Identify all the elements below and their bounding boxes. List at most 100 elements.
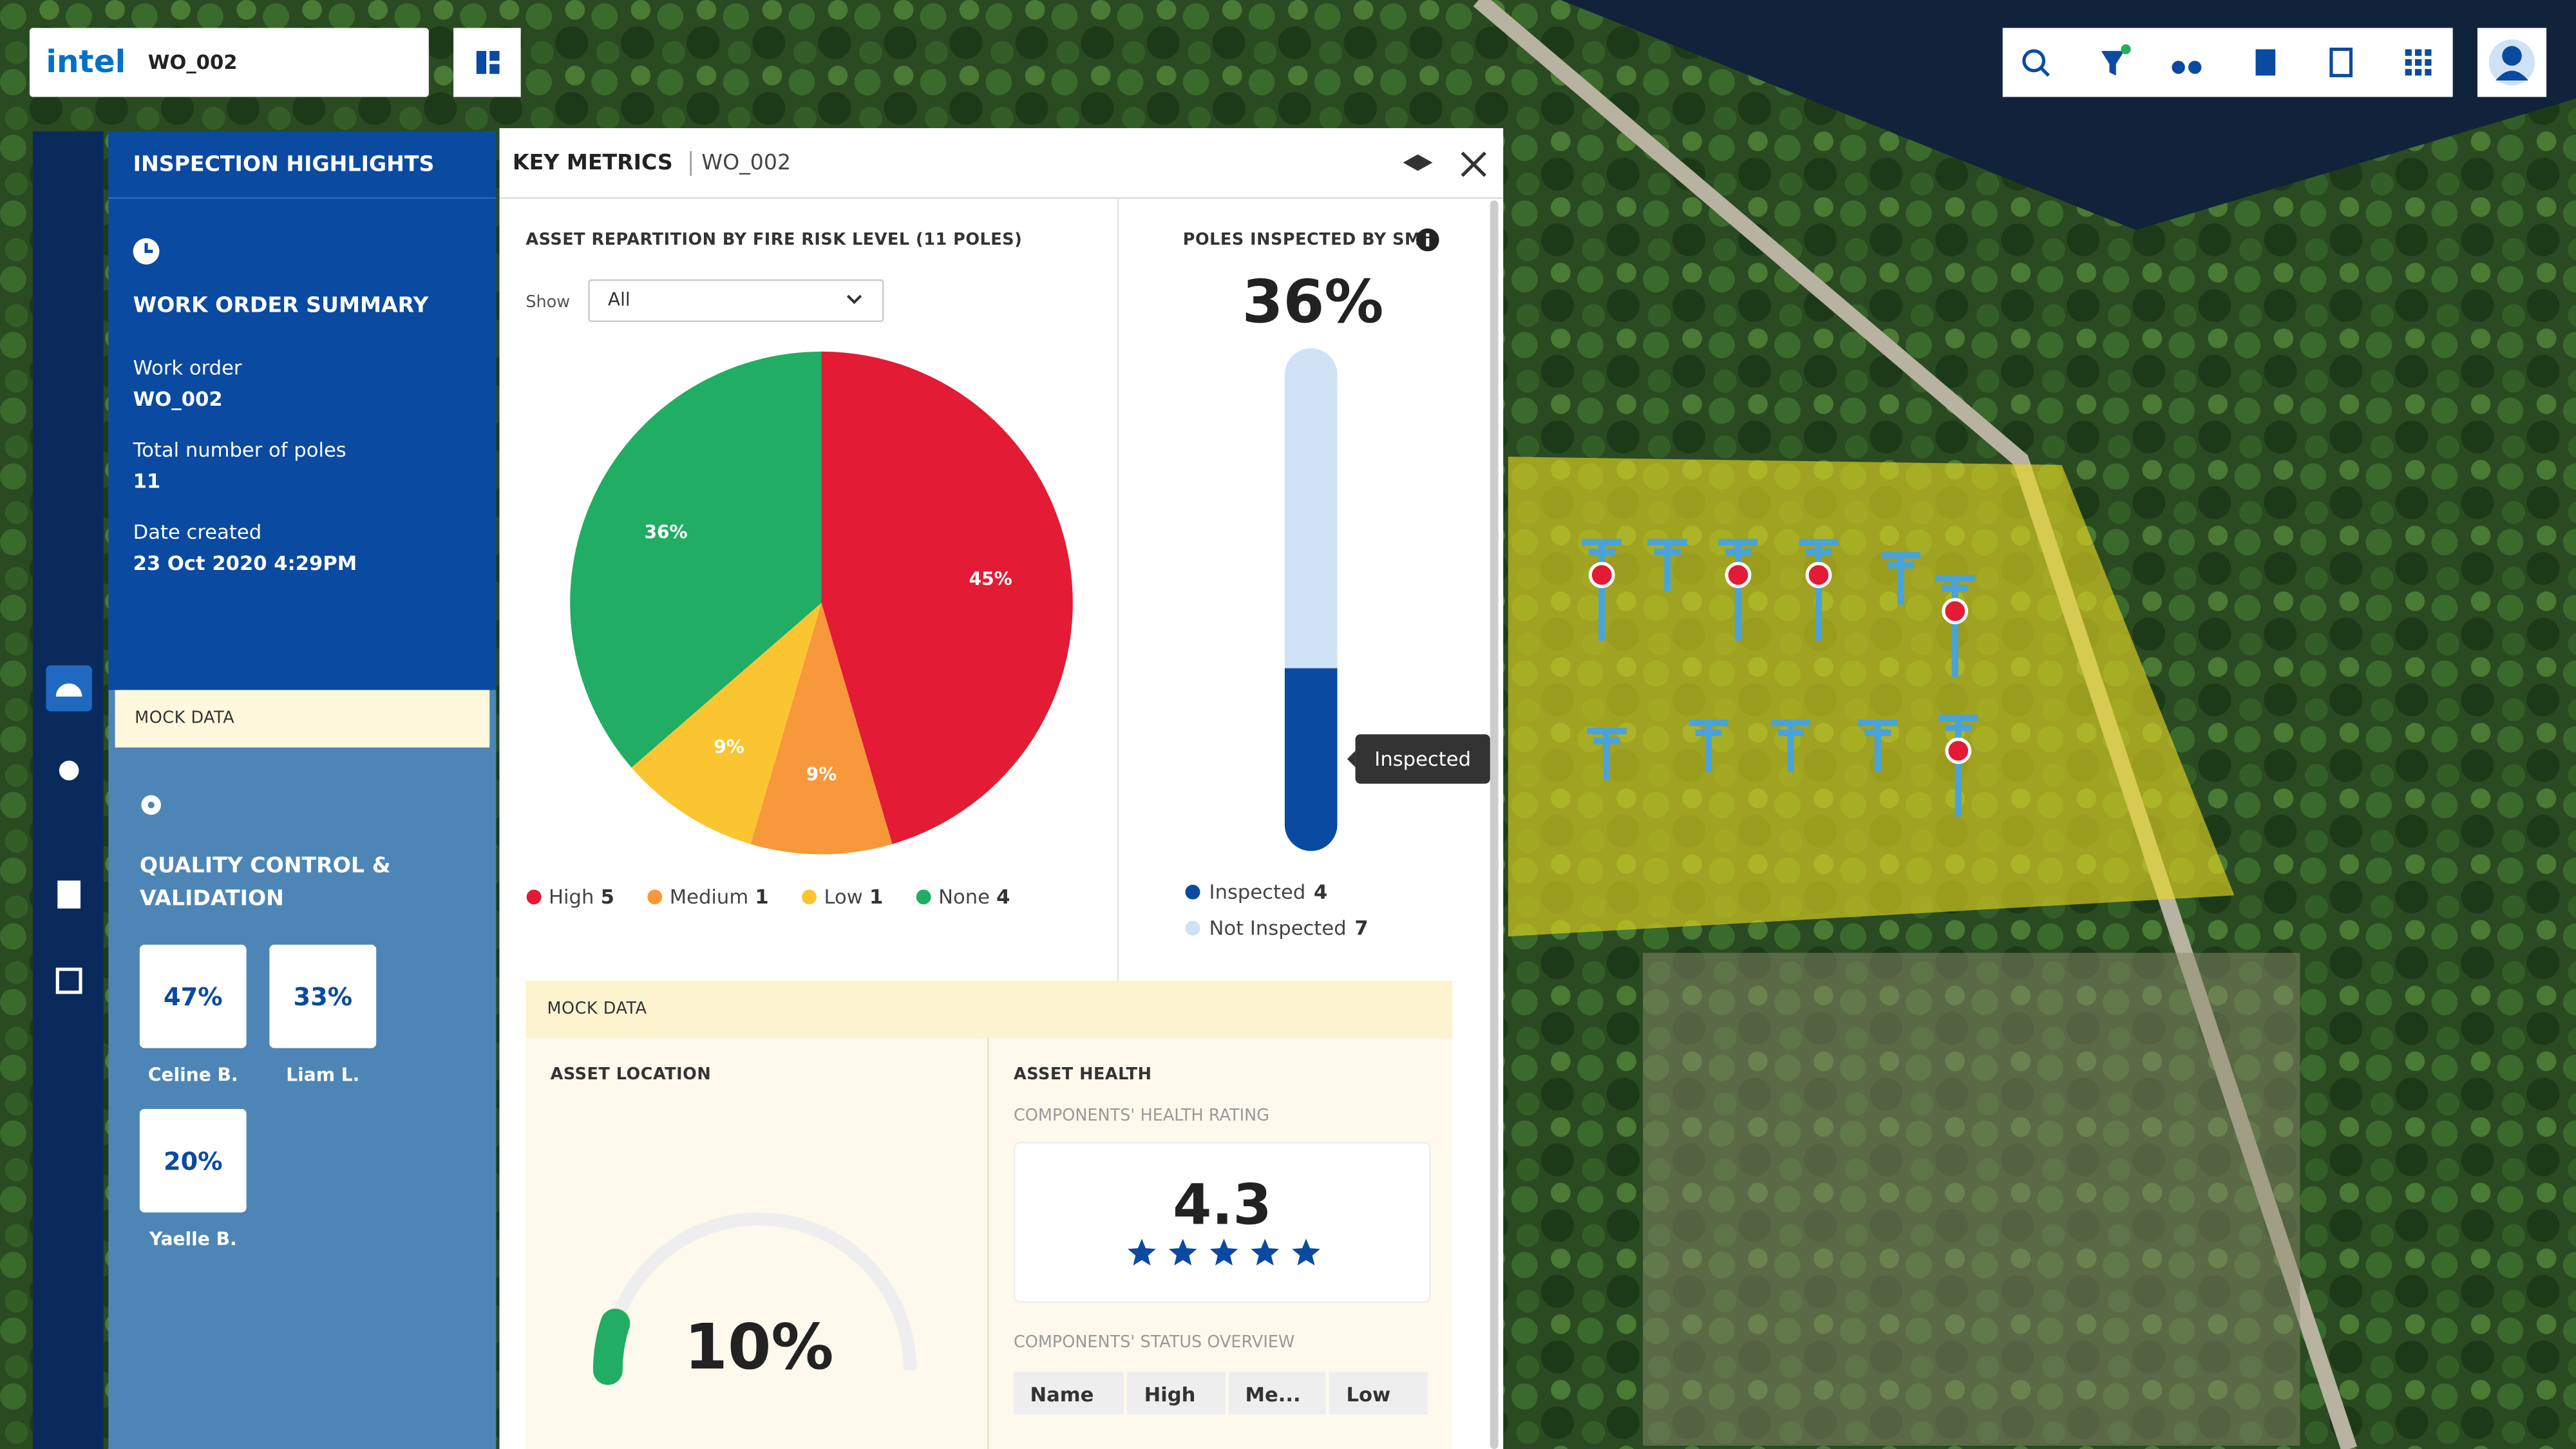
nav-icons[interactable]	[33, 131, 104, 1449]
panel-actions[interactable]	[1399, 148, 1498, 181]
sidebar-header: INSPECTION HIGHLIGHTS	[108, 131, 497, 199]
qc-card: 47%	[139, 944, 247, 1048]
icon	[476, 51, 500, 74]
pole-icon[interactable]	[1647, 538, 1687, 592]
pole-alert	[1725, 562, 1752, 589]
inspection-percent: 36%	[1242, 269, 1384, 337]
toolbar-icons[interactable]	[2003, 28, 2453, 97]
pie-slice[interactable]	[570, 351, 822, 768]
legend-label[interactable]: Low	[824, 886, 863, 909]
pole-icon[interactable]	[1718, 538, 1758, 641]
pole-icon[interactable]	[1858, 719, 1898, 772]
gauge-track	[601, 1212, 917, 1370]
mock-label: MOCK DATA	[135, 710, 235, 728]
health-title: ASSET HEALTH	[1013, 1066, 1152, 1084]
field-value: WO_002	[133, 388, 223, 411]
qc-name: Liam L.	[286, 1065, 360, 1086]
nav-rail	[33, 131, 104, 1449]
chevron	[846, 294, 862, 305]
location-title: ASSET LOCATION	[550, 1066, 712, 1084]
pole-alert	[1942, 598, 1969, 625]
column-header[interactable]: Low	[1330, 1372, 1428, 1415]
stars	[1128, 1238, 1320, 1266]
star	[1251, 1238, 1280, 1266]
legend-label[interactable]: None	[938, 886, 990, 909]
slice-label: 36%	[645, 522, 688, 543]
slice-label: 9%	[714, 737, 744, 758]
pole-icon[interactable]	[1799, 538, 1839, 641]
qc-name: Yaelle B.	[149, 1229, 237, 1251]
column-header[interactable]: Name	[1013, 1372, 1124, 1415]
pole-icon[interactable]	[1582, 538, 1622, 641]
legend-label: Inspected	[1209, 881, 1306, 904]
divider	[987, 1038, 989, 1449]
gauge-label: 10%	[685, 1311, 834, 1383]
pole-icon[interactable]	[1938, 714, 1978, 817]
column-header[interactable]: Me...	[1229, 1372, 1327, 1415]
field-value: 11	[133, 469, 161, 493]
summary-section	[108, 131, 497, 690]
pole-icon[interactable]	[1689, 719, 1728, 772]
status-table-header: Name High Me... Low	[1013, 1372, 1428, 1415]
legend-count: 7	[1354, 918, 1368, 940]
star	[1292, 1238, 1320, 1266]
column-header[interactable]: High	[1128, 1372, 1226, 1415]
tooltip	[1355, 734, 1490, 784]
scrollbar[interactable]	[1490, 200, 1499, 1449]
pole-icon[interactable]	[1587, 728, 1627, 781]
work-order-box[interactable]: intel WO_002	[29, 28, 429, 97]
pole-icon[interactable]	[1935, 574, 1975, 677]
avatar[interactable]	[2477, 28, 2547, 97]
qc-title: QUALITY CONTROL & VALIDATION	[139, 854, 391, 912]
legend-label[interactable]: Medium	[670, 886, 748, 909]
legend-label[interactable]: High	[549, 886, 594, 909]
pie-title: ASSET REPARTITION BY FIRE RISK LEVEL (11…	[526, 231, 1023, 250]
pie-slice[interactable]	[631, 603, 822, 844]
legend-count: 4	[1314, 881, 1327, 904]
rating-card: 4.3	[1013, 1141, 1431, 1303]
qc-card: 33%	[269, 944, 377, 1048]
pole-alert	[1945, 737, 1972, 764]
dashboard-button[interactable]	[453, 28, 521, 97]
info-icon[interactable]	[1416, 228, 1439, 252]
slice-label: 9%	[806, 764, 837, 785]
panel-work-order: WO_002	[690, 151, 791, 176]
pie-slice[interactable]	[750, 603, 893, 855]
pole-alert	[1588, 562, 1615, 589]
legend-swatch	[916, 889, 931, 905]
field-value: 23 Oct 2020 4:29PM	[133, 552, 357, 575]
bar-fill[interactable]	[1284, 668, 1338, 851]
pole-icon[interactable]	[1770, 719, 1811, 772]
panel-title: KEY METRICS	[512, 151, 673, 176]
tooltip-text: Inspected	[1374, 748, 1471, 771]
mock-label: MOCK DATA	[547, 1000, 647, 1019]
qc-name: Celine B.	[147, 1065, 238, 1086]
qc-value: 20%	[163, 1146, 223, 1176]
sidebar: INSPECTION HIGHLIGHTS WORK ORDER SUMMARY…	[108, 131, 497, 1449]
qc-card: 20%	[139, 1108, 247, 1213]
qc-value: 47%	[163, 981, 223, 1012]
qc-value: 33%	[293, 981, 353, 1012]
legend-swatch	[1185, 920, 1200, 936]
gear-icon	[141, 795, 161, 815]
pole-icon[interactable]	[1880, 552, 1921, 605]
legend-swatch	[647, 889, 663, 905]
key-metrics-panel: KEY METRICS WO_002 ASSET REPARTITION BY …	[499, 128, 1504, 1449]
rating: 4.3	[1173, 1173, 1272, 1239]
legend-swatch	[526, 889, 542, 905]
panel-header: KEY METRICS WO_002	[499, 128, 1504, 199]
legend-count: 5	[601, 886, 614, 909]
star	[1128, 1238, 1156, 1266]
mock-banner: MOCK DATA	[115, 690, 490, 748]
pie-slice[interactable]	[821, 351, 1073, 844]
show-select[interactable]: All	[588, 279, 884, 322]
rating-title: COMPONENTS' HEALTH RATING	[1013, 1107, 1269, 1126]
show-value: All	[607, 289, 630, 311]
mock-header: MOCK DATA	[526, 980, 1453, 1039]
mock-section: MOCK DATA ASSET LOCATION ASSET HEALTH CO…	[526, 980, 1453, 1449]
legend-swatch	[802, 889, 817, 905]
field-label: Work order	[133, 356, 242, 380]
star	[1209, 1238, 1238, 1266]
